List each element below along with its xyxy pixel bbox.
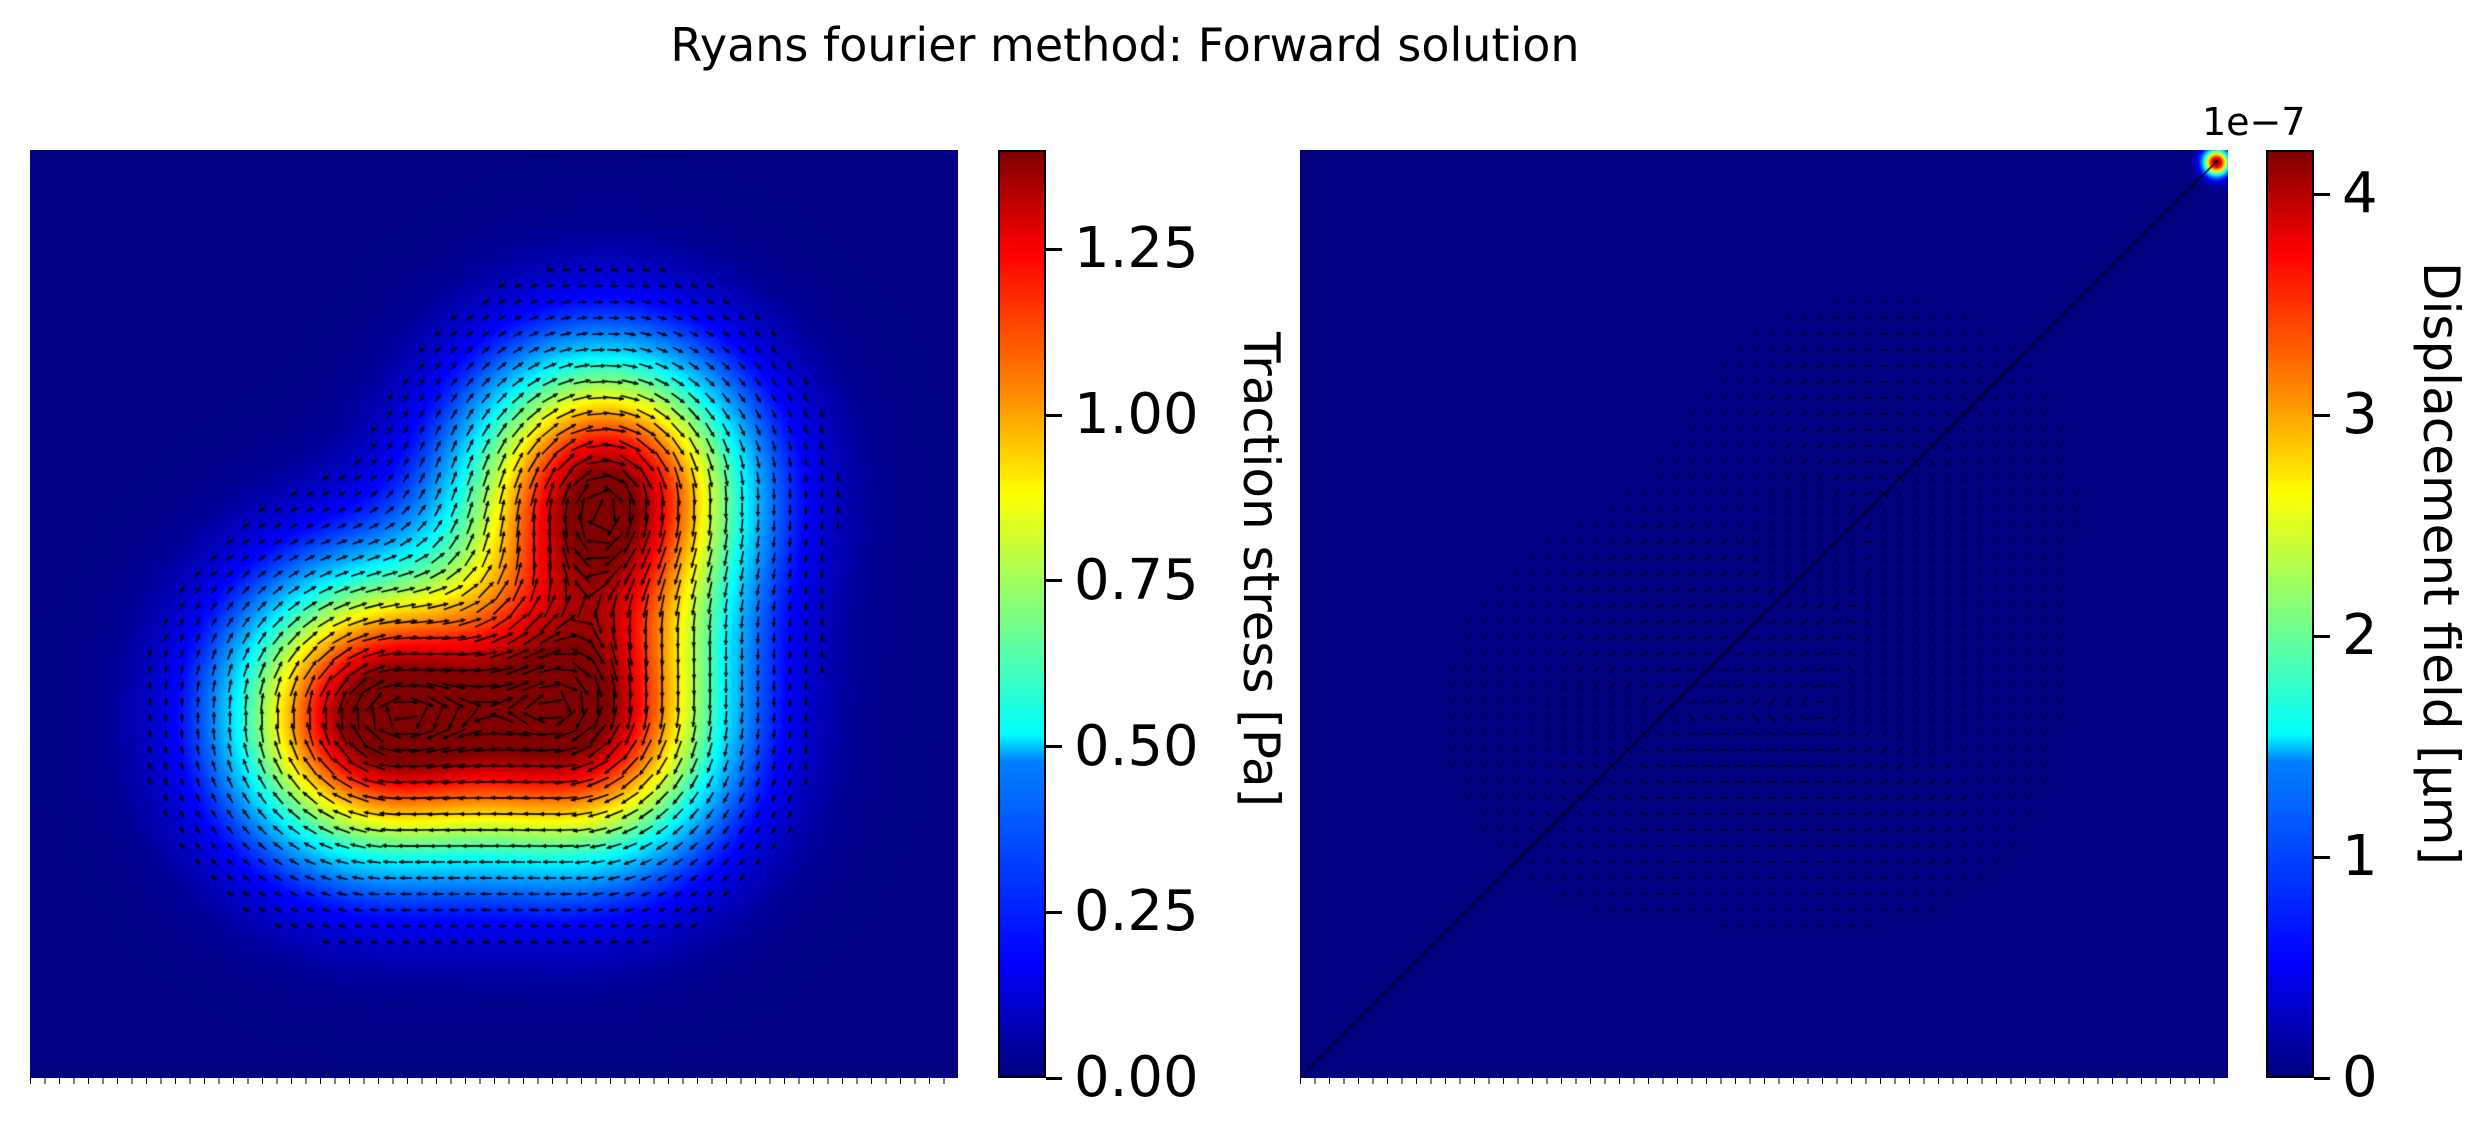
displacement-colorbar-label: Displacement field [µm] <box>2412 262 2470 865</box>
colorbar-tick <box>1046 910 1062 914</box>
traction-heatmap-canvas <box>30 150 958 1078</box>
traction-stress-heatmap <box>30 150 958 1078</box>
colorbar-tick-label: 0 <box>2342 1045 2378 1110</box>
colorbar-tick <box>2314 413 2330 417</box>
traction-colorbar <box>998 150 1046 1078</box>
colorbar-tick-label: 2 <box>2342 603 2378 669</box>
colorbar-tick-label: 4 <box>2342 161 2378 227</box>
colorbar-tick-label: 0.75 <box>1074 547 1199 613</box>
displacement-field-heatmap <box>1300 150 2228 1078</box>
displacement-heatmap-canvas <box>1300 150 2228 1078</box>
displacement-offset-text: 1e−7 <box>2202 100 2306 144</box>
colorbar-tick <box>1046 247 1062 251</box>
colorbar-tick <box>2314 1076 2330 1080</box>
colorbar-tick-label: 1 <box>2342 824 2378 890</box>
colorbar-tick-label: 0.00 <box>1074 1045 1199 1110</box>
colorbar-tick <box>2314 855 2330 859</box>
colorbar-tick <box>1046 745 1062 749</box>
colorbar-tick-label: 0.25 <box>1074 879 1199 945</box>
colorbar-tick-label: 3 <box>2342 382 2378 448</box>
colorbar-tick-label: 0.50 <box>1074 713 1199 779</box>
colorbar-tick-label: 1.25 <box>1074 216 1199 282</box>
colorbar-tick <box>1046 579 1062 583</box>
traction-colorbar-label: Traction stress [Pa] <box>1232 332 1290 807</box>
left-x-ticks <box>30 1078 958 1084</box>
displacement-colorbar <box>2266 150 2314 1078</box>
colorbar-tick <box>1046 1076 1062 1080</box>
colorbar-tick-label: 1.00 <box>1074 382 1199 448</box>
colorbar-tick <box>1046 413 1062 417</box>
figure-title: Ryans fourier method: Forward solution <box>670 18 1580 72</box>
colorbar-tick <box>2314 634 2330 638</box>
colorbar-tick <box>2314 192 2330 196</box>
right-x-ticks <box>1300 1078 2228 1084</box>
